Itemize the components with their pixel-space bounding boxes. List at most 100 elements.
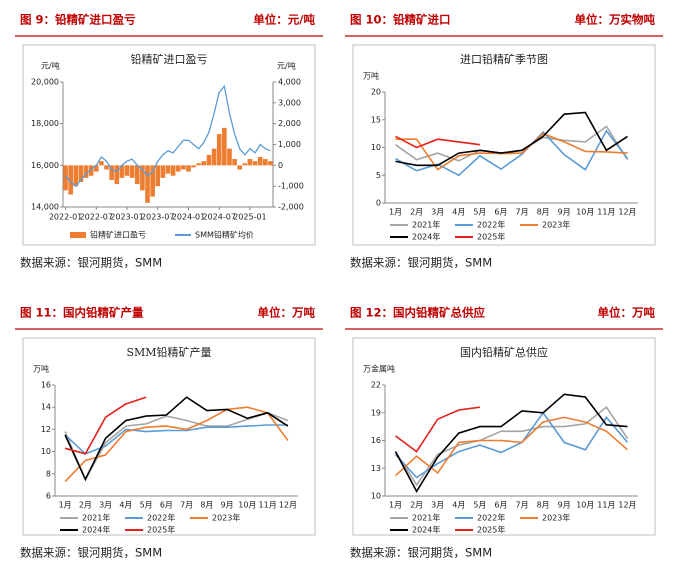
profit-bar <box>175 165 181 172</box>
legend-label: 2023年 <box>542 220 570 230</box>
profit-bar <box>68 165 73 195</box>
profit-bar <box>155 165 161 187</box>
x-tick-label: 2023-01 <box>110 213 143 222</box>
chart-title: 进口铅精矿季节图 <box>460 52 548 66</box>
y2-tick-label: 3,000 <box>278 98 301 107</box>
figure-label: 图 9：铅精矿进口盈亏 <box>20 13 136 27</box>
legend-label: 2023年 <box>542 513 570 523</box>
y-tick-label: 20,000 <box>31 78 59 87</box>
x-tick-label: 12月 <box>618 208 636 217</box>
y-tick-label: 5 <box>376 171 381 180</box>
y-tick-label: 16 <box>41 381 51 390</box>
unit-label: 单位：万吨 <box>598 306 656 320</box>
x-tick-label: 1月 <box>389 501 402 510</box>
x-tick-label: 6月 <box>494 501 507 510</box>
x-tick-label: 12月 <box>618 501 636 510</box>
profit-bar <box>93 165 99 172</box>
x-tick-label: 4月 <box>452 208 465 217</box>
x-tick-label: 5月 <box>473 501 486 510</box>
profit-bar <box>109 165 114 180</box>
x-tick-label: 1月 <box>389 208 402 217</box>
unit-label: 单位：万实物吨 <box>575 13 656 27</box>
x-tick-label: 10月 <box>576 208 594 217</box>
chart-frame <box>352 337 656 536</box>
profit-bar <box>134 165 140 185</box>
profit-bar <box>114 165 120 185</box>
profit-bar <box>263 159 268 166</box>
y-tick-label: 12 <box>41 425 51 434</box>
profit-bar <box>186 165 191 172</box>
price-line <box>65 84 271 188</box>
y2-tick-label: 2,000 <box>278 119 301 128</box>
figure-label: 图 11：国内铅精矿产量 <box>20 306 144 320</box>
x-tick-label: 2022-01 <box>49 213 82 222</box>
y-axis-unit: 万金属吨 <box>363 364 395 374</box>
series-line <box>394 393 628 494</box>
y-tick-label: 15 <box>371 115 381 124</box>
legend-label: 2021年 <box>82 513 110 523</box>
chart-frame <box>22 44 316 246</box>
figure-label: 图 12：国内铅精矿总供应 <box>350 306 486 320</box>
profit-bar <box>206 154 212 166</box>
chart-title: SMM铅精矿产量 <box>126 345 211 359</box>
profit-bar <box>257 157 263 166</box>
y2-tick-label: -2,000 <box>278 203 304 212</box>
series-line <box>394 406 629 487</box>
series-line <box>395 135 481 149</box>
x-tick-label: 3月 <box>431 501 444 510</box>
x-tick-label: 10月 <box>576 501 594 510</box>
x-tick-label: 12月 <box>279 501 297 510</box>
x-tick-label: 1月 <box>59 501 72 510</box>
profit-bar <box>160 165 166 178</box>
profit-bar <box>252 161 258 166</box>
legend-label: 2021年 <box>412 220 440 230</box>
x-tick-label: 2023-07 <box>141 213 174 222</box>
profit-bar <box>145 165 150 203</box>
profit-bar <box>196 163 202 166</box>
y-tick-label: 14,000 <box>31 203 59 212</box>
profit-bar <box>165 165 171 174</box>
unit-label: 单位：元/吨 <box>253 13 315 27</box>
profit-bar <box>227 148 232 166</box>
x-tick-label: 9月 <box>221 501 234 510</box>
y-tick-label: 6 <box>46 492 51 501</box>
series-line <box>394 416 629 477</box>
source-note: 数据来源：银河期货，SMM <box>20 256 162 270</box>
y-tick-label: 22 <box>371 381 381 390</box>
legend-label: 2024年 <box>82 525 110 535</box>
y-tick-label: 10 <box>41 447 51 456</box>
profit-bar <box>222 127 227 166</box>
chart-title: 铅精矿进口盈亏 <box>131 52 208 66</box>
y2-tick-label: 1,000 <box>278 140 301 149</box>
series-line <box>64 396 289 482</box>
series-line <box>395 111 628 167</box>
profit-bar <box>104 165 109 170</box>
profit-bar <box>140 165 145 191</box>
series-line <box>394 411 629 479</box>
profit-bar <box>237 165 243 170</box>
legend-label: 2021年 <box>412 513 440 523</box>
legend-label: 2024年 <box>412 525 440 535</box>
x-tick-label: 7月 <box>515 208 528 217</box>
x-tick-label: 2月 <box>410 501 423 510</box>
y-tick-label: 16,000 <box>31 161 59 170</box>
profit-bar <box>247 159 253 166</box>
legend-label: 2022年 <box>477 513 505 523</box>
profit-bar <box>73 165 79 187</box>
y-tick-label: 20 <box>371 88 381 97</box>
x-tick-label: 7月 <box>180 501 193 510</box>
y-tick-label: 10 <box>371 492 381 501</box>
y-tick-label: 16 <box>371 436 381 445</box>
x-tick-label: 10月 <box>238 501 256 510</box>
legend-label: 2022年 <box>147 513 175 523</box>
x-tick-label: 3月 <box>99 501 112 510</box>
profit-bar <box>99 161 104 166</box>
x-tick-label: 5月 <box>140 501 153 510</box>
series-line <box>64 396 147 455</box>
profit-bar <box>78 165 84 182</box>
series-line <box>64 424 288 455</box>
profit-bar <box>268 161 273 166</box>
legend-label: 2023年 <box>212 513 240 523</box>
y-axis-unit: 元/吨 <box>41 61 60 71</box>
